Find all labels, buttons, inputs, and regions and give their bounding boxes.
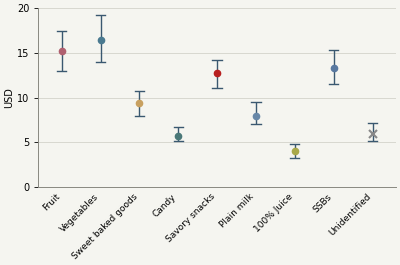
Y-axis label: USD: USD: [4, 87, 14, 108]
